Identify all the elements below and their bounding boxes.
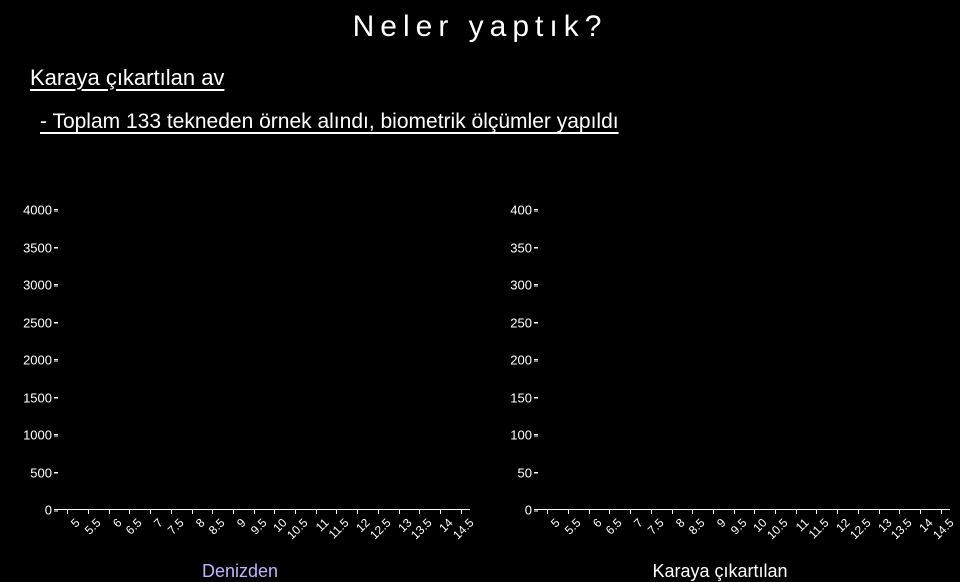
y-tick-label: 350: [482, 241, 532, 254]
y-tick-mark: [54, 284, 58, 285]
x-tick-label: 6.5: [599, 511, 625, 537]
x-tick-label: 13.5: [884, 511, 915, 542]
y-tick-label: 3000: [2, 279, 52, 292]
y-tick-mark: [534, 397, 538, 398]
y-tick-mark: [534, 472, 538, 473]
x-tick-label: 12.5: [843, 511, 874, 542]
plot-area: 55.566.577.588.599.51010.51111.51212.513…: [58, 210, 470, 510]
y-tick-mark: [534, 434, 538, 435]
x-axis-line: [58, 509, 470, 510]
subtitle-line-2: - Toplam 133 tekneden örnek alındı, biom…: [40, 110, 619, 134]
y-tick-label: 3500: [2, 241, 52, 254]
y-tick-mark: [534, 209, 538, 210]
x-tick-label: 7.5: [160, 511, 186, 537]
y-tick-mark: [54, 397, 58, 398]
x-tick-label: 8.5: [682, 511, 708, 537]
x-tick-label: 12.5: [363, 511, 394, 542]
bars-container: 55.566.577.588.599.51010.51111.51212.513…: [538, 210, 950, 510]
chart-karaya: 050100150200250300350400 55.566.577.588.…: [480, 210, 960, 582]
x-tick-label: 10.5: [280, 511, 311, 542]
y-tick-mark: [54, 472, 58, 473]
x-tick-label: 14.5: [446, 511, 477, 542]
y-tick-mark: [54, 322, 58, 323]
chart-denizden: 05001000150020002500300035004000 55.566.…: [0, 210, 480, 582]
x-tick-label: 6.5: [119, 511, 145, 537]
slide-root: Neler yaptık? Karaya çıkartılan av - Top…: [0, 0, 960, 582]
y-tick-label: 1000: [2, 429, 52, 442]
plot-area: 55.566.577.588.599.51010.51111.51212.513…: [538, 210, 950, 510]
y-tick-label: 1500: [2, 391, 52, 404]
y-tick-mark: [534, 509, 538, 510]
page-title: Neler yaptık?: [0, 10, 960, 44]
y-tick-label: 100: [482, 429, 532, 442]
y-tick-label: 150: [482, 391, 532, 404]
y-axis: 05001000150020002500300035004000: [0, 210, 58, 510]
y-tick-label: 500: [2, 466, 52, 479]
y-tick-label: 400: [482, 204, 532, 217]
y-tick-mark: [534, 284, 538, 285]
y-tick-label: 200: [482, 354, 532, 367]
x-tick-label: 8.5: [202, 511, 228, 537]
bars-container: 55.566.577.588.599.51010.51111.51212.513…: [58, 210, 470, 510]
y-tick-mark: [54, 509, 58, 510]
x-tick-label: 5.5: [78, 511, 104, 537]
x-tick-label: 5.5: [558, 511, 584, 537]
y-axis: 050100150200250300350400: [480, 210, 538, 510]
chart-label: Denizden: [0, 561, 480, 582]
y-tick-label: 2500: [2, 316, 52, 329]
x-axis-line: [538, 509, 950, 510]
x-tick-label: 11.5: [322, 511, 352, 541]
y-tick-mark: [54, 359, 58, 360]
y-tick-label: 300: [482, 279, 532, 292]
x-tick-label: 9.5: [723, 511, 749, 537]
y-tick-mark: [54, 209, 58, 210]
y-tick-mark: [534, 322, 538, 323]
x-tick-label: 13.5: [404, 511, 435, 542]
x-tick-label: 11.5: [802, 511, 832, 541]
y-tick-mark: [54, 434, 58, 435]
x-tick-label: 10.5: [760, 511, 791, 542]
x-tick-label: 14.5: [926, 511, 957, 542]
y-tick-label: 0: [482, 504, 532, 517]
charts-row: 05001000150020002500300035004000 55.566.…: [0, 210, 960, 582]
y-tick-label: 50: [482, 466, 532, 479]
chart-label: Karaya çıkartılan: [480, 561, 960, 582]
y-tick-label: 4000: [2, 204, 52, 217]
subtitle-line-1: Karaya çıkartılan av: [30, 65, 224, 91]
y-tick-label: 0: [2, 504, 52, 517]
y-tick-mark: [534, 359, 538, 360]
y-tick-mark: [534, 247, 538, 248]
y-tick-label: 2000: [2, 354, 52, 367]
y-tick-label: 250: [482, 316, 532, 329]
y-tick-mark: [54, 247, 58, 248]
x-tick-label: 7.5: [640, 511, 666, 537]
x-tick-label: 9.5: [243, 511, 269, 537]
